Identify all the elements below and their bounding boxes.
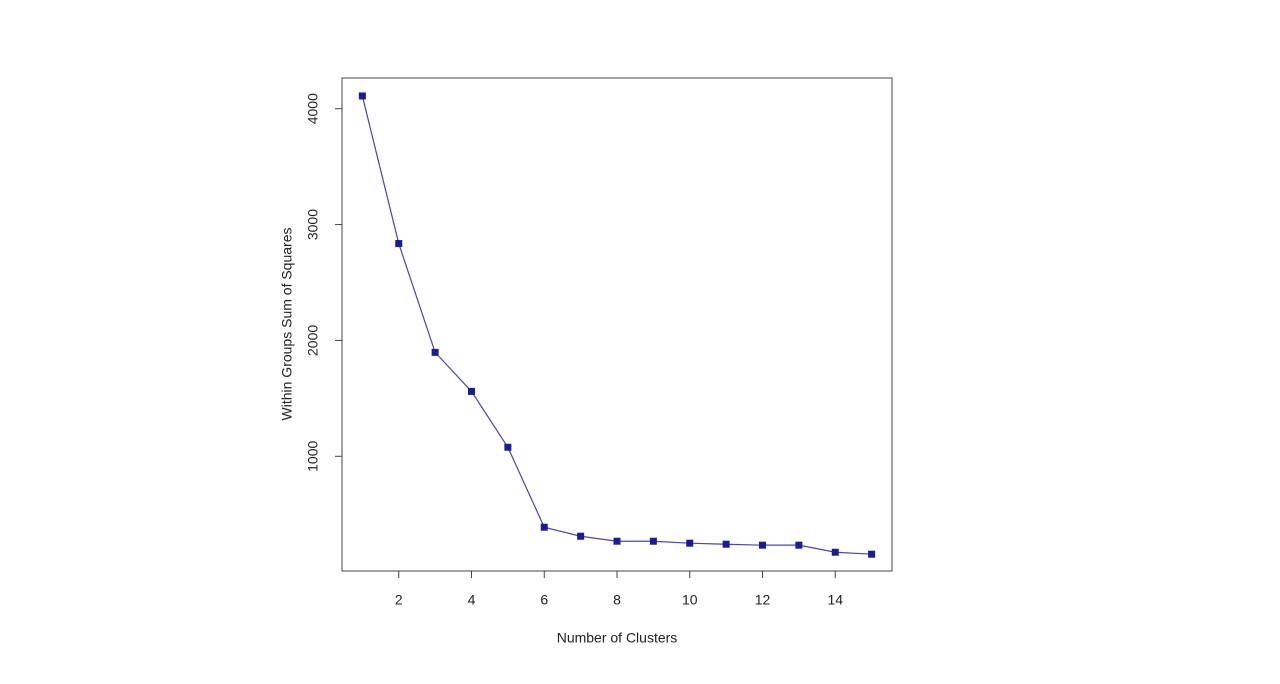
x-tick-label: 10 bbox=[682, 592, 698, 608]
x-axis-title: Number of Clusters bbox=[557, 630, 678, 646]
y-tick-label: 4000 bbox=[305, 93, 321, 124]
x-tick-label: 6 bbox=[540, 592, 548, 608]
line bbox=[361, 95, 872, 555]
point bbox=[795, 541, 803, 549]
y-axis-title: Within Groups Sum of Squares bbox=[279, 228, 295, 421]
x-tick-label: 8 bbox=[613, 592, 621, 608]
plot-frame bbox=[341, 77, 893, 572]
y-tick-label: 1000 bbox=[305, 441, 321, 472]
x-tick-label: 12 bbox=[755, 592, 771, 608]
point bbox=[613, 537, 621, 545]
x-tick-label: 14 bbox=[827, 592, 843, 608]
point bbox=[577, 532, 585, 540]
point bbox=[540, 523, 548, 531]
point bbox=[686, 539, 694, 547]
point bbox=[431, 348, 439, 356]
x-tick-label: 4 bbox=[468, 592, 476, 608]
point bbox=[649, 537, 657, 545]
point bbox=[831, 548, 839, 556]
point bbox=[395, 240, 403, 248]
point bbox=[358, 92, 366, 100]
y-tick-label: 2000 bbox=[305, 325, 321, 356]
point bbox=[722, 540, 730, 548]
point bbox=[504, 443, 512, 451]
point bbox=[759, 541, 767, 549]
point bbox=[868, 550, 876, 558]
y-tick-label: 3000 bbox=[305, 209, 321, 240]
point bbox=[467, 387, 475, 395]
x-tick-label: 2 bbox=[395, 592, 403, 608]
